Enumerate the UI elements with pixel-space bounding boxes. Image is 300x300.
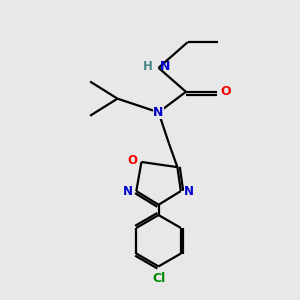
Text: N: N <box>184 184 194 198</box>
Text: N: N <box>153 106 164 119</box>
Text: O: O <box>221 85 232 98</box>
Text: O: O <box>127 154 137 167</box>
Text: H: H <box>142 60 152 73</box>
Text: N: N <box>160 60 171 73</box>
Text: N: N <box>123 184 133 198</box>
Text: Cl: Cl <box>152 272 165 284</box>
